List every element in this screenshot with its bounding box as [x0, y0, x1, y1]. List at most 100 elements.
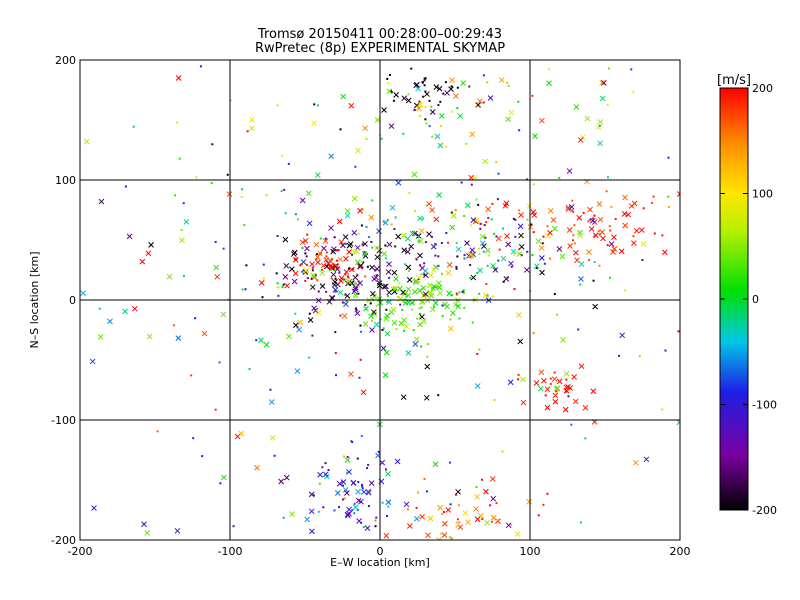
- cross-point: [323, 257, 330, 263]
- cross-point: [330, 248, 337, 255]
- cross-point: [395, 233, 402, 240]
- dot-point: [299, 264, 302, 267]
- dot-point: [424, 241, 427, 244]
- dot-point: [316, 279, 319, 282]
- cross-point: [538, 245, 545, 251]
- dot-point: [330, 277, 333, 280]
- colorbar-label: [m/s]: [717, 73, 751, 88]
- dot-point: [305, 255, 308, 258]
- cross-point: [126, 233, 133, 240]
- dot-point: [276, 234, 279, 237]
- dot-point: [319, 237, 322, 240]
- dot-point: [482, 101, 485, 104]
- dot-point: [277, 286, 280, 289]
- cross-point: [304, 516, 311, 523]
- cross-point: [505, 241, 512, 248]
- cross-point: [319, 270, 326, 277]
- dot-point: [531, 254, 534, 257]
- dot-point: [488, 254, 491, 257]
- dot-point: [510, 523, 513, 526]
- dot-point: [240, 196, 243, 199]
- cross-point: [383, 349, 390, 356]
- dot-point: [455, 525, 458, 528]
- dot-point: [572, 234, 575, 237]
- dot-point: [437, 104, 440, 107]
- cross-point: [562, 406, 569, 413]
- dot-point: [549, 382, 552, 385]
- cross-point: [364, 525, 371, 531]
- cross-point: [444, 90, 450, 96]
- cross-point: [535, 238, 542, 245]
- dot-point: [424, 77, 427, 80]
- dot-point: [425, 122, 428, 125]
- cross-point: [131, 305, 138, 312]
- cross-point: [89, 358, 96, 365]
- dot-point: [423, 477, 426, 480]
- dot-point: [485, 221, 488, 224]
- cross-point: [385, 499, 392, 506]
- cross-point: [307, 317, 314, 323]
- cross-point: [311, 120, 317, 127]
- dot-point: [389, 73, 392, 76]
- dot-point: [514, 235, 517, 238]
- dot-point: [478, 252, 481, 255]
- cross-point: [283, 474, 290, 481]
- cross-point: [578, 261, 585, 268]
- cross-point: [553, 385, 560, 392]
- cross-point: [376, 228, 382, 234]
- cross-point: [346, 510, 352, 517]
- dot-point: [304, 279, 307, 282]
- dot-point: [422, 217, 425, 220]
- dot-point: [417, 491, 420, 494]
- data-points: [80, 65, 680, 540]
- dot-point: [346, 471, 349, 474]
- dot-point: [418, 235, 421, 238]
- dot-point: [606, 244, 609, 247]
- cross-point: [328, 153, 335, 160]
- dot-point: [273, 454, 276, 457]
- dot-point: [605, 190, 608, 193]
- dot-point: [609, 229, 612, 232]
- cross-point: [489, 476, 496, 482]
- cross-point: [369, 327, 375, 333]
- cross-point: [308, 508, 315, 515]
- cross-point: [572, 249, 579, 256]
- cross-point: [439, 112, 445, 119]
- dot-point: [317, 104, 320, 107]
- cross-point: [500, 255, 507, 262]
- colorbar-tick-label: -200: [752, 504, 777, 517]
- cross-point: [340, 242, 346, 249]
- dot-point: [381, 328, 384, 331]
- cross-point: [401, 95, 408, 102]
- cross-point: [302, 237, 309, 244]
- cross-point: [449, 224, 456, 231]
- dot-point: [555, 390, 558, 393]
- cross-point: [572, 398, 579, 405]
- dot-point: [403, 263, 406, 266]
- cross-point: [597, 216, 604, 223]
- dot-point: [350, 440, 353, 443]
- cross-point: [433, 84, 440, 90]
- dot-point: [441, 272, 444, 275]
- cross-point: [676, 419, 680, 426]
- cross-point: [391, 319, 398, 326]
- dot-point: [282, 516, 285, 519]
- cross-point: [342, 234, 349, 240]
- cross-point: [592, 303, 599, 310]
- dot-point: [362, 261, 365, 264]
- dot-point: [630, 68, 633, 71]
- cross-point: [544, 386, 551, 393]
- dot-point: [474, 105, 477, 108]
- cross-point: [401, 247, 408, 254]
- dot-point: [156, 430, 159, 433]
- cross-point: [329, 264, 336, 270]
- dot-point: [360, 224, 363, 227]
- cross-point: [394, 458, 401, 465]
- cross-point: [423, 394, 430, 401]
- dot-point: [241, 188, 244, 191]
- cross-point: [304, 245, 310, 252]
- cross-point: [386, 241, 393, 248]
- cross-point: [409, 299, 415, 306]
- cross-point: [334, 490, 341, 496]
- cross-point: [308, 491, 315, 498]
